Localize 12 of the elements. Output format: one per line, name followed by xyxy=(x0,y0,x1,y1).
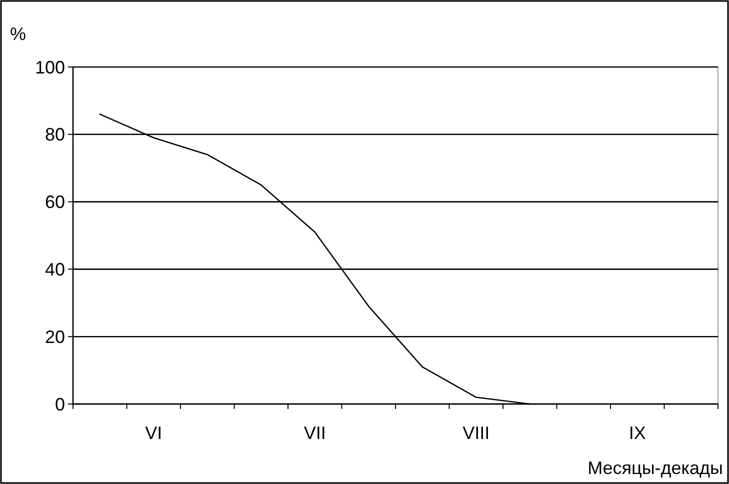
y-tick-label: 60 xyxy=(44,192,65,212)
y-tick-label: 80 xyxy=(44,124,65,145)
x-axis-title: Месяцы-декады xyxy=(588,458,723,478)
y-tick-label: 40 xyxy=(44,260,65,280)
x-tick-label: VI xyxy=(145,423,162,443)
x-tick-label: IX xyxy=(628,423,646,443)
x-tick-label: VIII xyxy=(462,423,490,443)
y-tick-label: 0 xyxy=(54,394,65,414)
x-tick-label: VII xyxy=(304,423,326,443)
y-tick-label: 20 xyxy=(44,326,65,347)
y-tick-label: 100 xyxy=(34,57,65,78)
y-axis-title: % xyxy=(10,24,26,44)
